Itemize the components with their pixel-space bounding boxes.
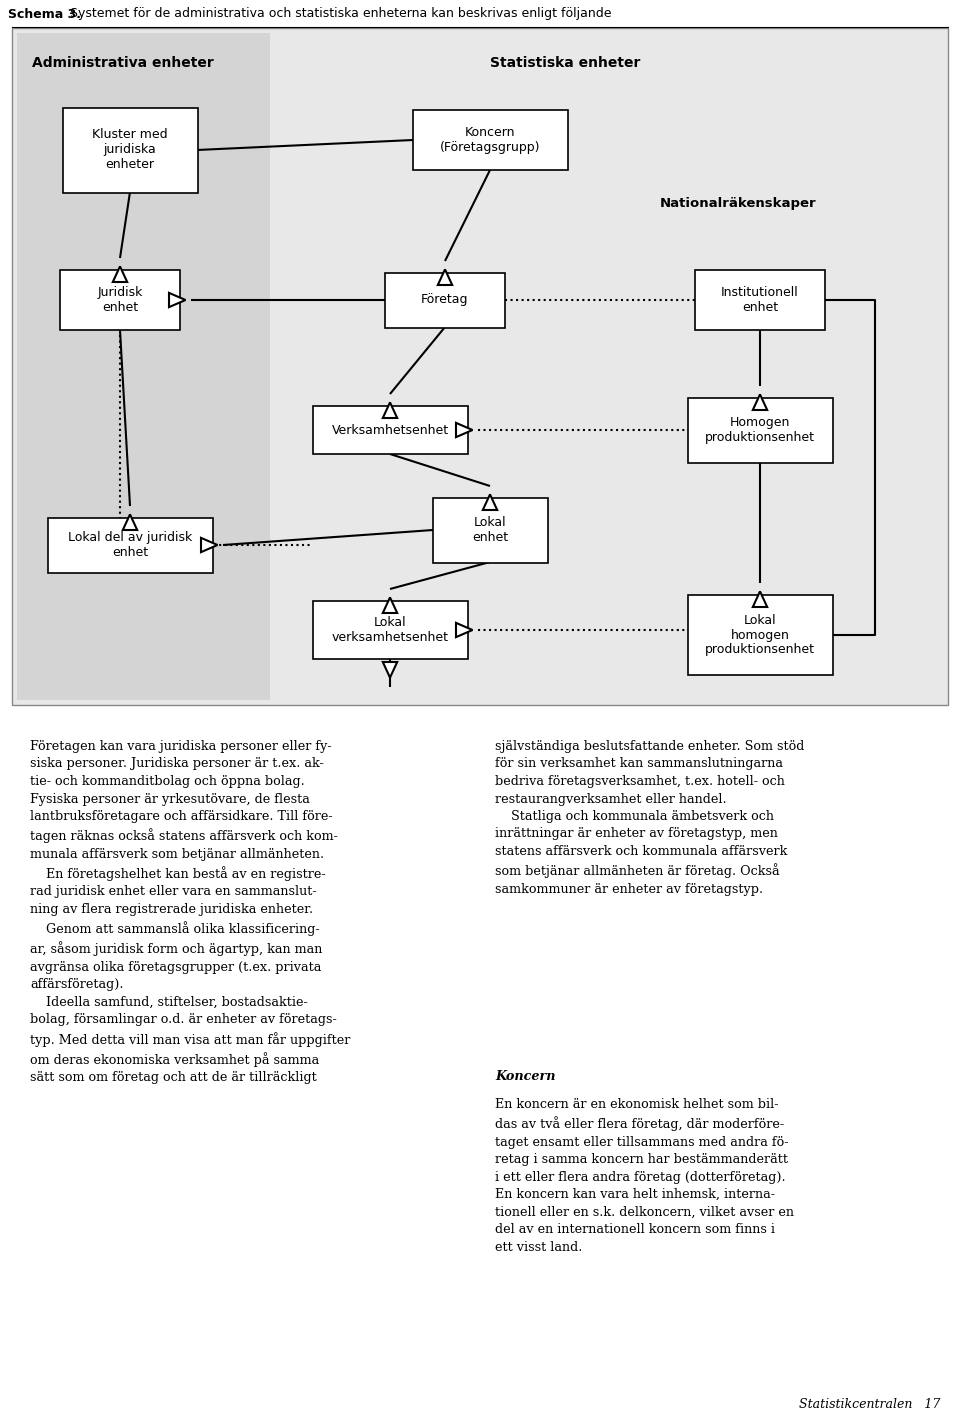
Text: Lokal
homogen
produktionsenhet: Lokal homogen produktionsenhet bbox=[705, 613, 815, 656]
Polygon shape bbox=[383, 402, 397, 418]
Text: Statistiska enheter: Statistiska enheter bbox=[490, 56, 640, 70]
Bar bbox=[270, 33, 943, 700]
Polygon shape bbox=[438, 270, 452, 285]
Polygon shape bbox=[456, 623, 472, 637]
Text: Statistikcentralen   17: Statistikcentralen 17 bbox=[799, 1399, 940, 1412]
Polygon shape bbox=[123, 515, 137, 530]
Polygon shape bbox=[456, 424, 472, 438]
Text: Lokal
enhet: Lokal enhet bbox=[472, 516, 508, 543]
Polygon shape bbox=[753, 395, 767, 411]
Polygon shape bbox=[483, 495, 497, 511]
Polygon shape bbox=[113, 267, 127, 282]
Bar bbox=[385, 272, 505, 328]
Bar bbox=[47, 518, 212, 572]
Bar bbox=[62, 107, 198, 193]
Bar bbox=[60, 270, 180, 329]
Bar bbox=[17, 33, 270, 700]
Text: En koncern är en ekonomisk helhet som bil-
das av två eller flera företag, där m: En koncern är en ekonomisk helhet som bi… bbox=[495, 1098, 794, 1253]
Bar bbox=[313, 406, 468, 453]
Text: Lokal
verksamhetsenhet: Lokal verksamhetsenhet bbox=[331, 616, 448, 645]
Polygon shape bbox=[383, 597, 397, 613]
Text: Företagen kan vara juridiska personer eller fy-
siska personer. Juridiska person: Företagen kan vara juridiska personer el… bbox=[30, 740, 350, 1084]
Text: Koncern: Koncern bbox=[495, 1070, 556, 1082]
Text: självständiga beslutsfattande enheter. Som stöd
för sin verksamhet kan sammanslu: självständiga beslutsfattande enheter. S… bbox=[495, 740, 804, 896]
Text: Företag: Företag bbox=[421, 294, 468, 307]
Polygon shape bbox=[383, 662, 397, 677]
Bar bbox=[413, 110, 567, 170]
Polygon shape bbox=[169, 292, 185, 307]
Bar bbox=[12, 29, 948, 704]
Bar bbox=[687, 398, 832, 462]
Text: Administrativa enheter: Administrativa enheter bbox=[32, 56, 214, 70]
Text: Systemet för de administrativa och statistiska enheterna kan beskrivas enligt fö: Systemet för de administrativa och stati… bbox=[70, 7, 612, 20]
Text: Schema 3.: Schema 3. bbox=[8, 7, 81, 20]
Bar bbox=[313, 600, 468, 659]
Bar bbox=[433, 498, 547, 562]
Text: Institutionell
enhet: Institutionell enhet bbox=[721, 287, 799, 314]
Polygon shape bbox=[201, 538, 218, 552]
Bar bbox=[687, 595, 832, 674]
Text: Juridisk
enhet: Juridisk enhet bbox=[97, 287, 143, 314]
Text: Verksamhetsenhet: Verksamhetsenhet bbox=[331, 424, 448, 436]
Text: Homogen
produktionsenhet: Homogen produktionsenhet bbox=[705, 416, 815, 443]
Text: Nationalräkenskaper: Nationalräkenskaper bbox=[660, 197, 817, 210]
Text: Lokal del av juridisk
enhet: Lokal del av juridisk enhet bbox=[68, 530, 192, 559]
Bar bbox=[695, 270, 825, 329]
Text: Kluster med
juridiska
enheter: Kluster med juridiska enheter bbox=[92, 128, 168, 171]
Polygon shape bbox=[753, 592, 767, 607]
Text: Koncern
(Företagsgrupp): Koncern (Företagsgrupp) bbox=[440, 125, 540, 154]
